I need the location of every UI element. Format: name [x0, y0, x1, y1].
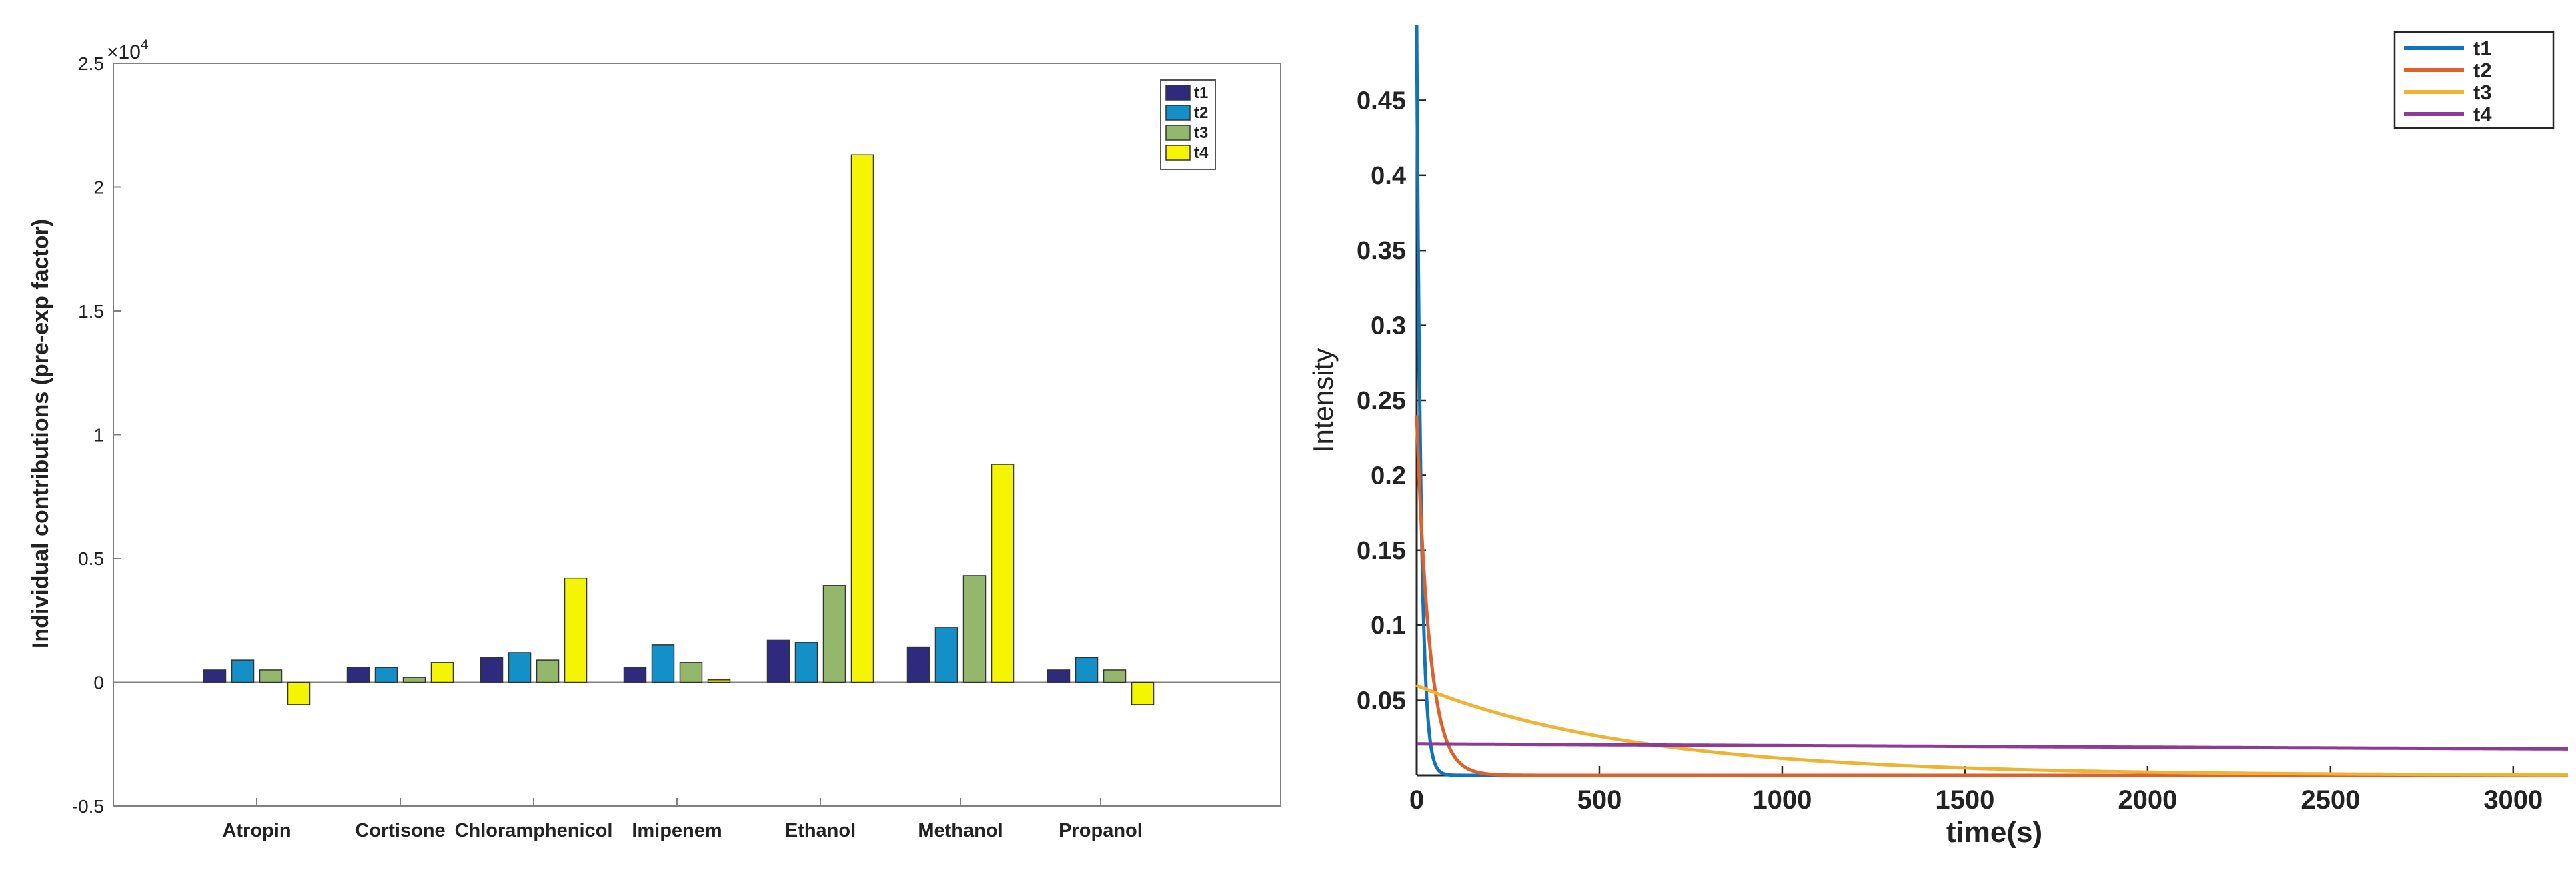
bar-x-tick-label: Atropin — [222, 820, 291, 841]
line-y-axis-label: Intensity — [1307, 348, 1339, 452]
line-y-tick-label: 0.3 — [1371, 312, 1406, 340]
line-y-tick-label: 0.05 — [1357, 687, 1406, 715]
bar-t3 — [536, 659, 560, 683]
line-x-tick-label: 0 — [1409, 785, 1424, 815]
bar-legend-label: t1 — [1194, 84, 1208, 102]
line-x-ticks: 0 500 1000 1500 2000 2500 3000 — [1409, 766, 2543, 815]
series-line-t3 — [1415, 683, 2568, 777]
bar-t4 — [430, 662, 454, 683]
bar-t1 — [623, 667, 647, 683]
series-line-t2 — [1415, 414, 2568, 777]
bar-t2 — [231, 659, 255, 683]
bar-t1 — [480, 657, 504, 683]
bar-t2 — [794, 642, 818, 683]
y-exponent-label: ×104 — [107, 37, 149, 63]
line-legend-label: t3 — [2473, 81, 2492, 104]
line-x-axis-label: time(s) — [1946, 816, 2042, 849]
bar-legend-swatch — [1165, 105, 1191, 121]
bar-legend: t1 t2 t3 t4 — [1160, 79, 1216, 170]
bar-y-tick-label: 2.5 — [78, 53, 104, 74]
bar-x-tick-label: Imipenem — [632, 820, 722, 841]
line-y-tick-label: 0.15 — [1357, 537, 1406, 565]
line-x-tick-label: 3000 — [2483, 785, 2543, 815]
bar-y-tick-label: 0.5 — [78, 548, 104, 569]
line-y-tick-label: 0.1 — [1371, 612, 1406, 640]
bar-x-tick-label: Ethanol — [785, 820, 856, 841]
bar-t2 — [651, 644, 675, 683]
bar-legend-swatch — [1165, 125, 1191, 141]
bar-legend-swatch — [1165, 145, 1191, 161]
bar-t1 — [906, 646, 930, 683]
line-x-tick-label: 1500 — [1935, 785, 1994, 815]
line-legend-label: t4 — [2473, 103, 2492, 126]
bar-x-ticks: Atropin Cortisone Chloramphenicol Imipenem E… — [222, 798, 1143, 841]
line-x-tick-label: 500 — [1577, 785, 1622, 815]
line-x-tick-label: 2000 — [2118, 785, 2177, 815]
bar-t2 — [508, 652, 532, 683]
series-line-t1 — [1415, 23, 2568, 777]
bar-t3 — [402, 677, 426, 683]
line-y-tick-label: 0.25 — [1357, 387, 1406, 415]
bar-t4 — [850, 154, 874, 683]
bar-t4 — [991, 464, 1015, 683]
bar-legend-label: t2 — [1194, 104, 1208, 122]
line-x-tick-label: 1000 — [1752, 785, 1812, 815]
bar-legend-swatch — [1165, 85, 1191, 101]
bar-y-tick-label: 0 — [93, 673, 104, 693]
bar-t3 — [259, 669, 283, 683]
bar-t1 — [1047, 669, 1071, 683]
bar-t3 — [679, 662, 703, 683]
line-series — [1415, 23, 2568, 777]
bar-y-axis-label: Individual contributions (pre-exp factor… — [28, 219, 53, 648]
bar-y-tick-label: 1.5 — [78, 301, 104, 322]
line-legend-label: t1 — [2473, 37, 2492, 60]
bar-x-tick-label: Propanol — [1059, 820, 1143, 841]
bar-legend-label: t4 — [1194, 144, 1209, 162]
bar-y-ticks: -0.5 0 0.5 1 1.5 2 2.5 — [72, 53, 121, 817]
bar-t1 — [346, 667, 370, 683]
line-axes — [1415, 25, 2568, 777]
bar-t3 — [1103, 669, 1127, 683]
bar-y-tick-label: -0.5 — [72, 796, 104, 817]
line-y-ticks: 0.05 0.1 0.15 0.2 0.25 0.3 0.35 0.4 0.45 — [1357, 87, 1426, 715]
bar-t4 — [287, 681, 311, 705]
line-legend-label: t2 — [2473, 59, 2492, 82]
bar-x-tick-label: Chloramphenicol — [455, 820, 613, 841]
bar-y-tick-label: 1 — [93, 425, 104, 446]
bar-t4 — [564, 577, 588, 683]
bar-legend-label: t3 — [1194, 124, 1208, 142]
line-y-tick-label: 0.4 — [1371, 162, 1406, 190]
bar-t2 — [934, 627, 958, 683]
bar-t4 — [1131, 681, 1155, 705]
bar-t1 — [766, 639, 790, 683]
bar-chart: ×104 Individual contributions (pre-exp f… — [28, 37, 1281, 841]
bar-t3 — [822, 585, 846, 683]
line-y-tick-label: 0.35 — [1357, 237, 1406, 265]
bar-marks — [203, 154, 1155, 705]
line-chart: Intensity time(s) 0.050.10.150.20.250.30… — [1307, 23, 2568, 849]
bar-t1 — [203, 669, 227, 683]
line-x-tick-label: 2500 — [2301, 785, 2360, 815]
bar-x-tick-label: Methanol — [918, 820, 1003, 841]
bar-y-tick-label: 2 — [93, 177, 104, 198]
bar-t2 — [374, 667, 398, 683]
bar-t3 — [962, 575, 987, 683]
series-line-t4 — [1415, 742, 2568, 751]
line-y-tick-label: 0.2 — [1371, 462, 1406, 490]
bar-t4 — [707, 679, 731, 683]
bar-t2 — [1075, 657, 1099, 683]
line-y-tick-label: 0.45 — [1357, 87, 1406, 115]
bar-x-tick-label: Cortisone — [355, 820, 445, 841]
